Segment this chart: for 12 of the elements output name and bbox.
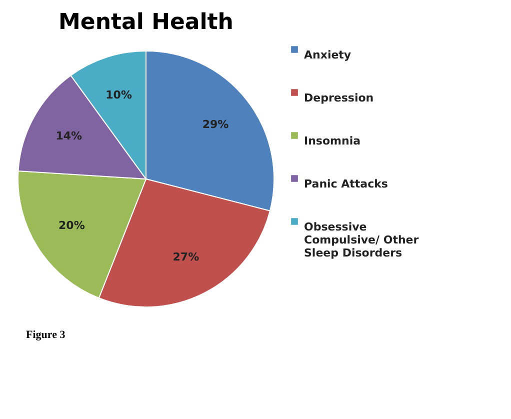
- legend-label: Panic Attacks: [304, 178, 388, 190]
- legend-label: Insomnia: [304, 134, 361, 148]
- legend-label: Depression: [304, 92, 374, 104]
- caption: Figure 3: [26, 329, 66, 341]
- data-label: 14%: [56, 130, 82, 143]
- legend-label: Obsessive Compulsive/ Other Sleep Disorders: [304, 220, 420, 260]
- data-label: 20%: [58, 219, 85, 232]
- data-label: 29%: [202, 118, 229, 132]
- data-label: 27%: [172, 250, 200, 264]
- chart-title: Mental Health: [58, 10, 234, 35]
- data-label: 10%: [106, 88, 132, 102]
- legend-label: Anxiety: [304, 48, 352, 62]
